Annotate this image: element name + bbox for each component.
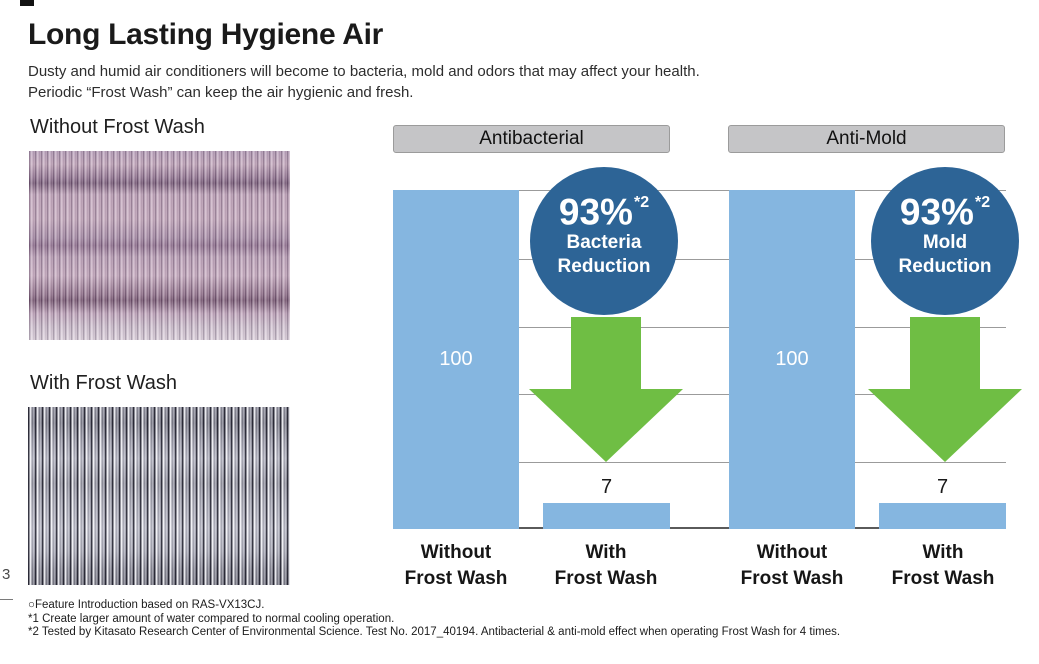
axis-label-line: With	[922, 542, 964, 563]
footnote: ○Feature Introduction based on RAS-VX13C…	[28, 599, 265, 611]
axis-label-line: Frost Wash	[554, 568, 658, 589]
axis-label-line: With	[585, 542, 627, 563]
bar-value-label: 100	[775, 348, 809, 370]
x-axis-baseline	[393, 527, 1006, 529]
page-number: 3	[2, 566, 11, 583]
photo-without-frost-wash	[29, 151, 290, 340]
page-number-rule	[0, 599, 13, 600]
chart-header-antibacterial: Antibacterial	[393, 125, 670, 153]
axis-label-without-frost-wash: Without Frost Wash	[381, 540, 531, 592]
axis-label-with-frost-wash: With Frost Wash	[531, 540, 681, 592]
bar-value-label: 7	[600, 476, 613, 498]
page-subtitle: Dusty and humid air conditioners will be…	[28, 61, 700, 103]
badge-percentage: 93%*2	[530, 188, 678, 231]
axis-label-line: Frost Wash	[891, 568, 995, 589]
photo-with-frost-wash	[28, 407, 290, 585]
badge-label-line-1: Mold	[922, 232, 968, 254]
photo-label-without-frost-wash: Without Frost Wash	[30, 116, 205, 138]
bar-antibacterial-without-frost-wash	[393, 190, 519, 529]
bar-value-label: 100	[439, 348, 473, 370]
axis-label-line: Without	[420, 542, 492, 563]
badge-label-line-1: Bacteria	[566, 232, 642, 254]
bar-anti-mold-without-frost-wash	[729, 190, 855, 529]
footnote: *2 Tested by Kitasato Research Center of…	[28, 626, 841, 638]
badge-label-line-2: Reduction	[557, 256, 651, 278]
badge-percentage-value: 93%	[558, 191, 633, 233]
bar-antibacterial-with-frost-wash	[543, 503, 670, 529]
reduction-badge-bacteria: 93%*2 Bacteria Reduction	[530, 167, 678, 315]
footnotes: ○Feature Introduction based on RAS-VX13C…	[28, 599, 840, 640]
axis-label-without-frost-wash: Without Frost Wash	[717, 540, 867, 592]
footnote: *1 Create larger amount of water compare…	[28, 612, 395, 625]
gridline	[393, 259, 1006, 260]
bar-anti-mold-with-frost-wash	[879, 503, 1006, 529]
axis-label-with-frost-wash: With Frost Wash	[868, 540, 1018, 592]
subtitle-line-2: Periodic “Frost Wash” can keep the air h…	[28, 84, 414, 101]
chart-header-anti-mold: Anti-Mold	[728, 125, 1005, 153]
badge-footnote-ref: *2	[633, 194, 650, 211]
page-title: Long Lasting Hygiene Air	[28, 18, 384, 51]
axis-label-line: Without	[756, 542, 828, 563]
badge-percentage-value: 93%	[899, 191, 974, 233]
badge-label-line-2: Reduction	[898, 256, 992, 278]
gridline	[393, 462, 1006, 463]
gridline	[393, 394, 1006, 395]
subtitle-line-1: Dusty and humid air conditioners will be…	[28, 63, 700, 80]
axis-label-line: Frost Wash	[404, 568, 508, 589]
badge-percentage: 93%*2	[871, 188, 1019, 231]
photo-label-with-frost-wash: With Frost Wash	[30, 372, 178, 394]
corner-mark	[20, 0, 34, 6]
chart-grid	[393, 190, 1006, 529]
axis-label-line: Frost Wash	[740, 568, 844, 589]
bar-value-label: 7	[936, 476, 949, 498]
badge-footnote-ref: *2	[974, 194, 991, 211]
reduction-badge-mold: 93%*2 Mold Reduction	[871, 167, 1019, 315]
gridline	[393, 327, 1006, 328]
